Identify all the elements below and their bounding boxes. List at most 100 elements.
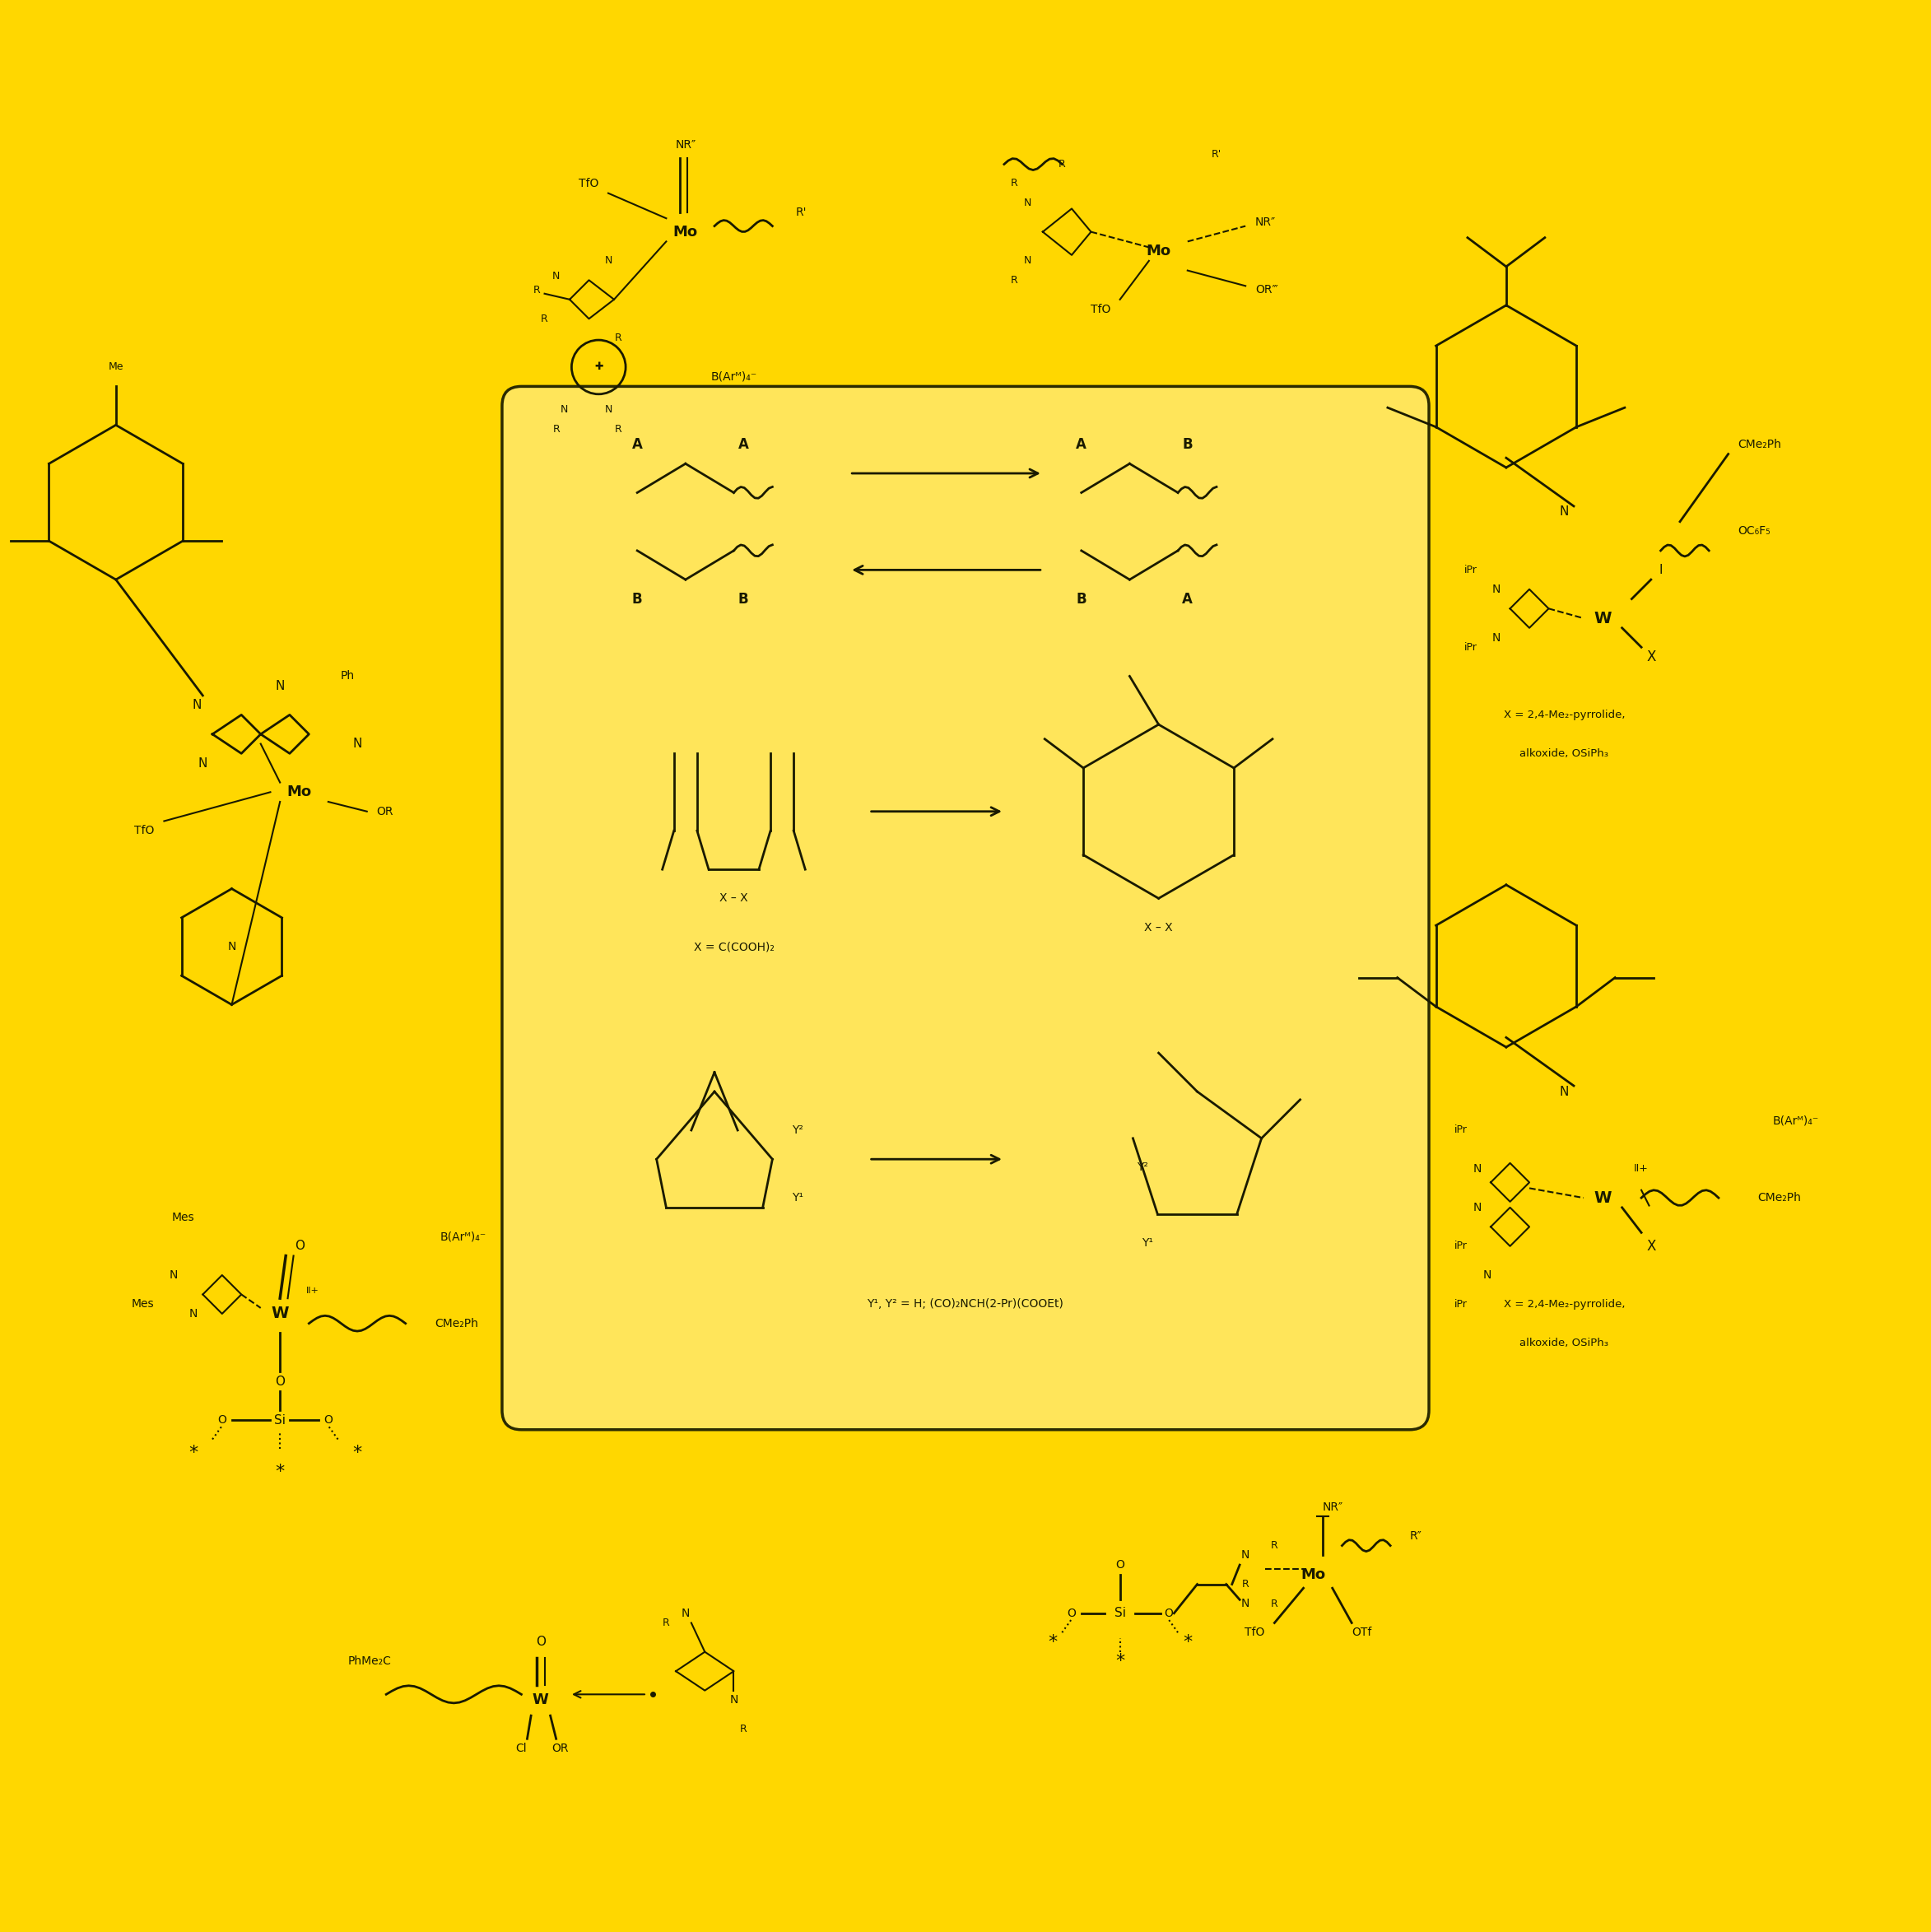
Text: O: O [324,1414,332,1426]
Text: II+: II+ [1634,1163,1649,1175]
Text: N: N [552,270,560,282]
Text: B: B [631,591,643,607]
Text: R: R [541,313,548,325]
Text: N: N [276,680,284,692]
Text: Mes: Mes [131,1298,154,1310]
Text: A: A [631,437,643,452]
Text: *: * [1116,1654,1124,1669]
Text: X – X: X – X [720,893,747,904]
Text: Ph: Ph [340,670,355,682]
Text: O: O [535,1636,546,1648]
Text: N: N [1023,255,1031,267]
Text: N: N [193,699,201,711]
Text: B(Arᴹ)₄⁻: B(Arᴹ)₄⁻ [711,371,757,383]
Text: O: O [1164,1607,1172,1619]
Text: *: * [189,1445,197,1461]
Text: R: R [662,1617,670,1629]
Text: CMe₂Ph: CMe₂Ph [1757,1192,1802,1204]
Text: A: A [738,437,749,452]
Text: II+: II+ [307,1287,319,1294]
Text: Y²: Y² [1137,1161,1149,1173]
Text: OTf: OTf [1352,1627,1371,1638]
Text: O: O [218,1414,226,1426]
Text: Mo: Mo [674,224,697,240]
Text: R: R [614,332,622,344]
Text: R': R' [1211,149,1222,160]
Text: iPr: iPr [1464,564,1477,576]
Text: R: R [1271,1598,1278,1609]
Text: R: R [1010,274,1018,286]
Text: Mes: Mes [172,1211,195,1223]
Text: X: X [1647,649,1655,665]
Text: Y¹, Y² = H; (CO)₂NCH(2-Pr)(COOEt): Y¹, Y² = H; (CO)₂NCH(2-Pr)(COOEt) [867,1298,1064,1310]
FancyBboxPatch shape [502,386,1429,1430]
Text: I: I [1659,564,1663,576]
Text: W: W [1593,1190,1612,1206]
Text: PhMe₂C: PhMe₂C [348,1656,392,1667]
Text: W: W [1593,611,1612,626]
Text: Mo: Mo [1301,1567,1325,1582]
Text: Cl: Cl [516,1743,527,1754]
Text: N: N [199,757,207,769]
Text: N: N [1473,1202,1481,1213]
Text: R: R [1010,178,1018,189]
Text: iPr: iPr [1454,1240,1468,1252]
Text: N: N [353,738,361,750]
Text: O: O [294,1240,305,1252]
Text: *: * [353,1445,361,1461]
Text: R: R [740,1723,747,1735]
Text: TfO: TfO [579,178,599,189]
Text: N: N [1560,1086,1568,1097]
Text: R: R [614,423,622,435]
Text: TfO: TfO [135,825,154,837]
Text: A: A [1182,591,1193,607]
Text: NR″: NR″ [1323,1501,1342,1513]
Text: CMe₂Ph: CMe₂Ph [1738,439,1782,450]
Text: N: N [1473,1163,1481,1175]
Text: X – X: X – X [1145,922,1172,933]
Text: OR: OR [552,1743,568,1754]
Text: N: N [228,941,236,952]
Text: R: R [1242,1578,1249,1590]
Text: W: W [533,1692,548,1708]
Text: CMe₂Ph: CMe₂Ph [434,1318,479,1329]
Text: B: B [1076,591,1087,607]
Text: R″: R″ [1410,1530,1421,1542]
Text: Me: Me [108,361,124,373]
Text: R': R' [796,207,807,218]
Text: Mo: Mo [1147,243,1170,259]
Text: OR‴: OR‴ [1255,284,1278,296]
Text: R: R [533,284,541,296]
Text: iPr: iPr [1454,1124,1468,1136]
Text: N: N [170,1269,178,1281]
Text: ✚: ✚ [595,361,602,373]
Text: X = C(COOH)₂: X = C(COOH)₂ [693,941,774,952]
Text: TfO: TfO [1245,1627,1265,1638]
Text: NR″: NR″ [1255,216,1276,228]
Text: N: N [682,1607,689,1619]
Text: N: N [1493,632,1500,643]
Text: Mo: Mo [288,784,311,800]
Text: Y¹: Y¹ [792,1192,803,1204]
Text: N: N [1493,583,1500,595]
Text: O: O [1116,1559,1124,1571]
Text: N: N [730,1694,738,1706]
Text: O: O [274,1376,286,1387]
Text: Si: Si [1114,1607,1126,1619]
Text: NR″: NR″ [676,139,695,151]
Text: N: N [1242,1598,1249,1609]
Text: X = 2,4-Me₂-pyrrolide,: X = 2,4-Me₂-pyrrolide, [1504,709,1624,721]
Text: Y¹: Y¹ [1141,1236,1153,1248]
Text: alkoxide, OSiPh₃: alkoxide, OSiPh₃ [1520,748,1609,759]
Text: iPr: iPr [1464,641,1477,653]
Text: Si: Si [274,1414,286,1426]
Text: *: * [1184,1634,1191,1650]
Text: B(Arᴹ)₄⁻: B(Arᴹ)₄⁻ [1773,1115,1819,1126]
Text: *: * [1049,1634,1056,1650]
Text: Y²: Y² [792,1124,803,1136]
Text: TfO: TfO [1091,303,1110,315]
Text: N: N [604,404,612,415]
Text: W: W [270,1306,290,1321]
Text: B(Arᴹ)₄⁻: B(Arᴹ)₄⁻ [440,1231,487,1242]
Text: R: R [1058,158,1066,170]
